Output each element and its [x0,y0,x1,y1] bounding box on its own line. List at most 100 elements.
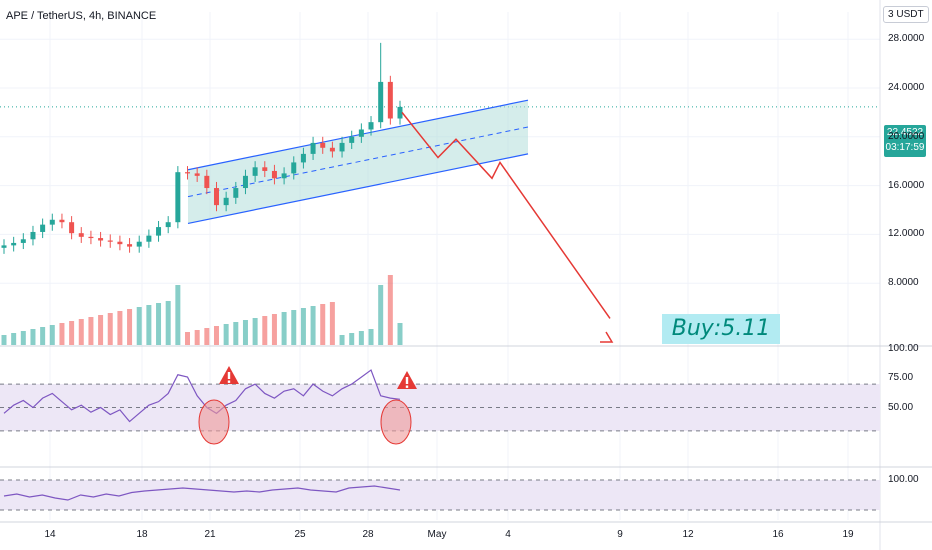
volume-bar [49,325,55,345]
date-tick-label: 18 [136,529,148,540]
volume-bar [378,285,384,345]
volume-bar [320,304,326,345]
rsi-divergence-circle [198,399,230,445]
currency-prefix: 3 [888,9,894,20]
candle-body[interactable] [88,236,94,239]
candle-body[interactable] [204,175,210,189]
volume-bar [1,335,7,345]
candle-body[interactable] [397,106,403,119]
volume-bar [223,324,229,345]
volume-bar [213,326,219,345]
volume-bar [358,331,364,345]
candle-body[interactable] [40,224,46,232]
candle-body[interactable] [117,241,123,245]
buy-annotation[interactable]: Buy:5.11 [662,314,780,344]
volume-bar [368,329,374,345]
price-tick-label: 16.0000 [888,179,925,191]
candle-body[interactable] [59,219,65,223]
last-price-countdown: 03:17:59 [885,142,925,153]
candle-body[interactable] [387,81,393,119]
candle-body[interactable] [310,142,316,154]
last-price-value: 22.4522 [886,127,924,138]
volume-bar [20,331,26,345]
volume-bar [310,306,316,345]
candle-body[interactable] [358,129,364,137]
osc-line[interactable] [3,485,401,501]
candle-body[interactable] [185,172,191,174]
candle-body[interactable] [49,219,55,225]
candle-body[interactable] [368,122,374,130]
volume-bar [194,330,200,345]
candle-body[interactable] [349,136,355,143]
osc-pane[interactable] [0,479,880,511]
rsi-divergence-circle [380,399,412,445]
candle-body[interactable] [194,173,200,176]
date-tick-label: 21 [204,529,216,540]
candle-body[interactable] [30,231,36,240]
candle-body[interactable] [223,197,229,206]
osc-tick-label: 100.00 [888,474,919,485]
candle-body[interactable] [11,242,17,246]
volume-bar [146,305,152,345]
volume-bar [156,303,162,345]
candle-body[interactable] [339,142,345,152]
date-tick-label: 16 [772,529,784,540]
candle-body[interactable] [175,172,181,223]
volume-bar [30,329,36,345]
volume-bar [11,333,17,345]
channel-upper-line[interactable] [187,99,529,171]
candle-body[interactable] [213,188,219,206]
candle-body[interactable] [127,244,133,247]
candle-body[interactable] [378,81,384,123]
projection-path[interactable] [401,111,611,319]
volume-bar [271,314,277,345]
candle-body[interactable] [320,142,326,148]
volume-bar [40,327,46,345]
candle-body[interactable] [329,147,335,152]
candle-body[interactable] [233,188,239,198]
date-tick-label: 28 [362,529,374,540]
candle-body[interactable] [156,227,162,236]
volume-bar [339,335,345,345]
volume-bar [300,308,306,345]
candle-body[interactable] [262,167,268,171]
osc-band [0,480,880,510]
rsi-line[interactable] [3,369,401,423]
channel-lower-line[interactable] [187,153,529,225]
volume-bar [329,302,335,345]
volume-bar [69,321,75,345]
candle-body[interactable] [1,245,7,248]
price-tick-label: 8.0000 [888,277,919,289]
candle-body[interactable] [242,175,248,189]
candle-body[interactable] [165,222,171,228]
candle-body[interactable] [136,241,142,247]
candle-body[interactable] [69,222,75,234]
main-pane[interactable] [0,42,880,345]
rsi-tick-label: 50.00 [888,401,914,413]
candle-body[interactable] [291,162,297,174]
warning-icon-dot [227,380,231,383]
volume-bar [242,320,248,345]
volume-bar [387,275,393,345]
currency-selector[interactable]: 3 USDT [883,6,929,23]
volume-bar [107,313,113,345]
currency-label: USDT [896,9,924,20]
projection-arrowhead [600,331,614,343]
candle-body[interactable] [252,167,258,176]
volume-bar [165,301,171,345]
candle-body[interactable] [78,233,84,237]
rsi-pane[interactable] [0,366,880,445]
price-tick-label: 12.0000 [888,228,925,240]
volume-bar [262,316,268,345]
candle-body[interactable] [107,240,113,242]
candle-body[interactable] [20,239,26,243]
date-tick-label: 25 [294,529,306,540]
candle-body[interactable] [98,238,104,241]
volume-bar [136,307,142,345]
date-tick-label: 19 [842,529,854,540]
candle-body[interactable] [146,235,152,242]
candle-body[interactable] [300,153,306,163]
chart-title: APE / TetherUS, 4h, BINANCE [6,10,157,22]
candle-body[interactable] [281,173,287,179]
candle-body[interactable] [271,170,277,179]
